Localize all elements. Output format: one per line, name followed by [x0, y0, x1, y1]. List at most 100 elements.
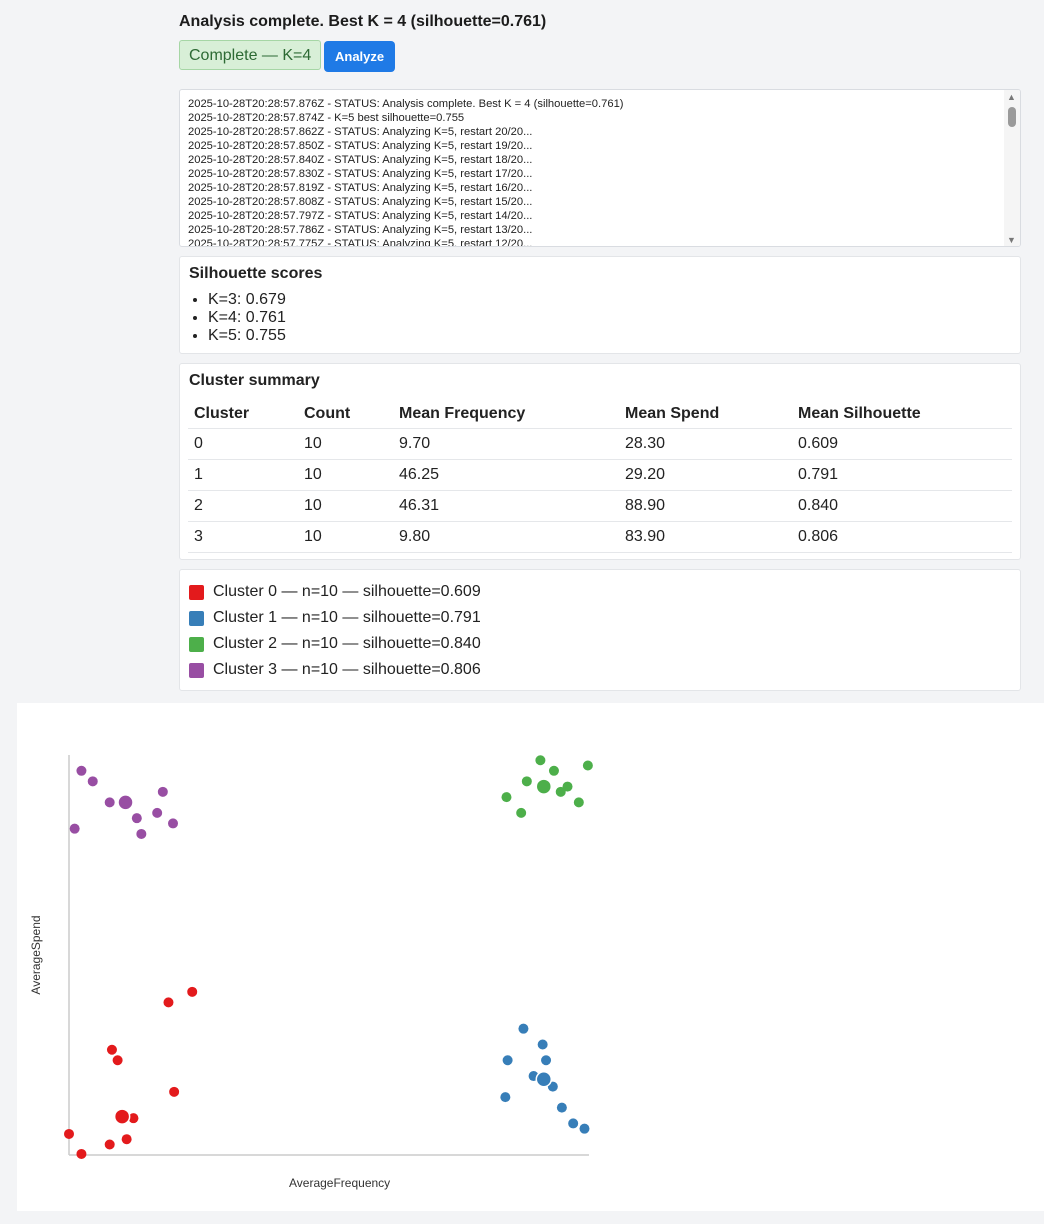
column-header: Mean Silhouette	[792, 399, 1012, 429]
legend-swatch	[189, 610, 204, 626]
data-point-cluster-0[interactable]	[76, 1148, 87, 1159]
table-cell: 88.90	[619, 490, 792, 522]
silhouette-item: K=5: 0.755	[208, 327, 286, 345]
table-row: 1 10 46.25 29.20 0.791	[188, 459, 1012, 491]
log-box[interactable]: 2025-10-28T20:28:57.876Z - STATUS: Analy…	[179, 89, 1021, 247]
data-point-cluster-3[interactable]	[136, 828, 147, 839]
data-point-cluster-2[interactable]	[562, 781, 573, 792]
data-point-cluster-1[interactable]	[579, 1123, 590, 1134]
log-line: 2025-10-28T20:28:57.862Z - STATUS: Analy…	[188, 126, 533, 138]
data-point-cluster-1[interactable]	[518, 1023, 529, 1034]
log-line: 2025-10-28T20:28:57.850Z - STATUS: Analy…	[188, 140, 533, 152]
table-row: 3 10 9.80 83.90 0.806	[188, 521, 1012, 553]
table-cell: 83.90	[619, 521, 792, 553]
silhouette-title: Silhouette scores	[189, 265, 323, 282]
log-lines: 2025-10-28T20:28:57.876Z - STATUS: Analy…	[188, 97, 624, 247]
log-line: 2025-10-28T20:28:57.819Z - STATUS: Analy…	[188, 182, 533, 194]
x-axis-label: AverageFrequency	[289, 1176, 390, 1190]
data-point-cluster-3[interactable]	[76, 765, 87, 776]
column-header: Mean Spend	[619, 399, 792, 429]
table-cell: 28.30	[619, 428, 792, 460]
data-point-cluster-0[interactable]	[104, 1139, 115, 1150]
data-point-cluster-0[interactable]	[106, 1044, 117, 1055]
data-point-cluster-3[interactable]	[87, 776, 98, 787]
data-point-cluster-0[interactable]	[187, 986, 198, 997]
cluster-summary-table: Cluster Count Mean Frequency Mean Spend …	[188, 399, 1012, 553]
data-point-cluster-3[interactable]	[69, 823, 80, 834]
centroid-cluster-3[interactable]	[117, 794, 134, 811]
data-point-cluster-1[interactable]	[537, 1039, 548, 1050]
log-scrollbar[interactable]: ▲ ▼	[1004, 90, 1020, 246]
table-row: 2 10 46.31 88.90 0.840	[188, 490, 1012, 522]
y-axis-label: AverageSpend	[29, 915, 43, 994]
table-cell: 0	[188, 428, 298, 460]
legend-swatch	[189, 636, 204, 652]
legend-swatch	[189, 662, 204, 678]
data-point-cluster-1[interactable]	[541, 1055, 552, 1066]
table-cell: 10	[298, 490, 393, 522]
data-point-cluster-0[interactable]	[64, 1128, 74, 1139]
table-cell: 9.70	[393, 428, 619, 460]
scroll-up-icon[interactable]: ▲	[1007, 92, 1016, 102]
legend-label: Cluster 0 — n=10 — silhouette=0.609	[213, 583, 481, 600]
data-point-cluster-2[interactable]	[582, 760, 593, 771]
analyze-button[interactable]: Analyze	[324, 41, 396, 72]
table-cell: 0.806	[792, 521, 1012, 553]
table-cell: 0.840	[792, 490, 1012, 522]
data-point-cluster-1[interactable]	[556, 1102, 567, 1113]
data-point-cluster-2[interactable]	[535, 755, 546, 766]
data-point-cluster-3[interactable]	[152, 807, 163, 818]
data-point-cluster-2[interactable]	[548, 765, 559, 776]
data-point-cluster-0[interactable]	[169, 1086, 180, 1097]
data-point-cluster-2[interactable]	[516, 807, 527, 818]
data-point-cluster-0[interactable]	[112, 1055, 123, 1066]
table-cell: 1	[188, 459, 298, 491]
log-line: 2025-10-28T20:28:57.786Z - STATUS: Analy…	[188, 224, 533, 236]
legend-item-cluster-2: Cluster 2 — n=10 — silhouette=0.840	[189, 634, 481, 654]
scroll-down-icon[interactable]: ▼	[1007, 235, 1016, 245]
log-line: 2025-10-28T20:28:57.797Z - STATUS: Analy…	[188, 210, 533, 222]
log-line: 2025-10-28T20:28:57.775Z - STATUS: Analy…	[188, 238, 533, 247]
centroid-cluster-2[interactable]	[535, 778, 553, 795]
table-cell: 46.31	[393, 490, 619, 522]
legend-swatch	[189, 584, 204, 600]
legend-item-cluster-3: Cluster 3 — n=10 — silhouette=0.806	[189, 660, 481, 680]
data-point-cluster-0[interactable]	[121, 1134, 132, 1145]
column-header: Mean Frequency	[393, 399, 619, 429]
legend-item-cluster-0: Cluster 0 — n=10 — silhouette=0.609	[189, 582, 481, 602]
table-cell: 10	[298, 459, 393, 491]
log-line: 2025-10-28T20:28:57.840Z - STATUS: Analy…	[188, 154, 533, 166]
data-point-cluster-1[interactable]	[568, 1118, 579, 1129]
table-cell: 2	[188, 490, 298, 522]
centroid-cluster-1[interactable]	[535, 1070, 553, 1088]
data-point-cluster-1[interactable]	[502, 1055, 513, 1066]
data-point-cluster-2[interactable]	[521, 776, 532, 787]
data-point-cluster-2[interactable]	[501, 792, 512, 803]
data-point-cluster-3[interactable]	[157, 786, 168, 797]
status-title: Analysis complete. Best K = 4 (silhouett…	[179, 13, 547, 30]
data-point-cluster-2[interactable]	[573, 797, 584, 808]
data-point-cluster-2[interactable]	[555, 786, 566, 797]
log-line: 2025-10-28T20:28:57.808Z - STATUS: Analy…	[188, 196, 533, 208]
column-header: Count	[298, 399, 393, 429]
table-cell: 10	[298, 428, 393, 460]
table-header-row: Cluster Count Mean Frequency Mean Spend …	[188, 399, 1012, 429]
status-badge: Complete — K=4	[179, 40, 322, 70]
table-cell: 0.609	[792, 428, 1012, 460]
data-point-cluster-0[interactable]	[128, 1113, 139, 1124]
table-cell: 10	[298, 521, 393, 553]
table-cell: 46.25	[393, 459, 619, 491]
legend-label: Cluster 2 — n=10 — silhouette=0.840	[213, 635, 481, 652]
scroll-thumb[interactable]	[1008, 107, 1016, 127]
data-point-cluster-3[interactable]	[104, 797, 115, 808]
data-point-cluster-1[interactable]	[500, 1092, 511, 1103]
data-point-cluster-3[interactable]	[168, 818, 178, 829]
centroid-cluster-0[interactable]	[113, 1108, 131, 1125]
log-line: 2025-10-28T20:28:57.876Z - STATUS: Analy…	[188, 98, 624, 110]
table-cell: 3	[188, 521, 298, 553]
data-point-cluster-0[interactable]	[163, 997, 174, 1008]
data-point-cluster-3[interactable]	[131, 813, 142, 824]
legend-label: Cluster 1 — n=10 — silhouette=0.791	[213, 609, 481, 626]
scatter-chart-container: AverageFrequency AverageSpend	[17, 703, 1044, 1211]
scatter-chart: AverageFrequency AverageSpend	[29, 755, 593, 1190]
